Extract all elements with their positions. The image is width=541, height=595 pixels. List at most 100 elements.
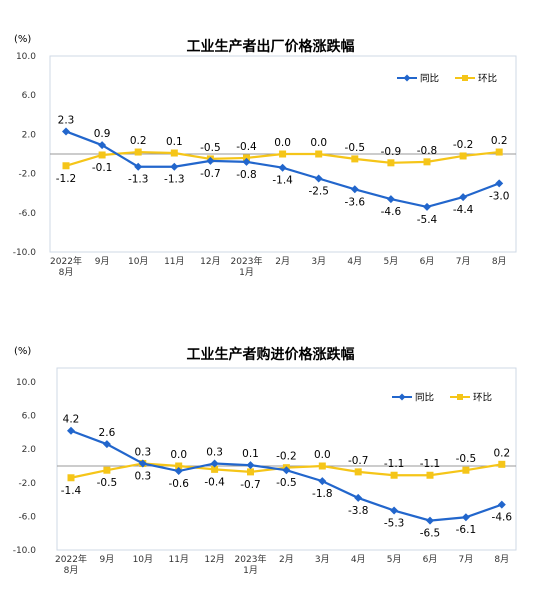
data-point [98, 151, 106, 159]
data-point [67, 426, 75, 435]
data-point [386, 195, 395, 204]
data-label: 0.3 [134, 446, 151, 458]
data-point [459, 193, 468, 202]
data-point [315, 150, 323, 158]
data-point [246, 461, 255, 470]
data-point [495, 148, 503, 156]
data-label: 0.1 [242, 448, 259, 460]
data-label: -0.5 [276, 477, 297, 489]
data-point [318, 477, 327, 486]
plot-frame [56, 367, 517, 551]
x-tick-label: 5月 [384, 256, 399, 267]
data-point [170, 162, 179, 171]
data-label: -0.4 [204, 476, 225, 488]
data-point [354, 468, 362, 476]
data-label: -5.4 [417, 214, 438, 226]
y-tick-label: -2.0 [18, 170, 36, 180]
data-label: -1.3 [164, 174, 185, 186]
x-tick-label: 2023年 1月 [235, 553, 267, 576]
x-tick-label: 2023年 1月 [231, 255, 263, 278]
x-tick-label: 2022年 8月 [50, 255, 82, 278]
data-label: -0.5 [456, 453, 477, 465]
data-point [350, 185, 359, 194]
data-point [62, 127, 70, 136]
x-tick-label: 10月 [133, 554, 153, 565]
y-tick-label: -6.0 [18, 512, 36, 522]
data-label: -0.5 [200, 142, 221, 154]
data-point [390, 506, 399, 515]
data-label: -1.8 [312, 488, 333, 500]
data-label: -0.7 [348, 455, 369, 467]
legend-label: 环比 [473, 392, 492, 404]
data-label: -0.7 [240, 479, 261, 491]
y-tick-label: -10.0 [13, 546, 37, 556]
data-point [318, 462, 326, 470]
data-label: -3.0 [489, 190, 510, 202]
legend-label: 同比 [415, 392, 434, 404]
x-tick-label: 9月 [95, 256, 110, 267]
data-label: 0.0 [314, 449, 331, 461]
data-point [134, 148, 142, 156]
data-label: -0.5 [345, 142, 366, 154]
data-label: -0.7 [200, 168, 221, 180]
data-point [134, 162, 143, 171]
data-label: -3.8 [348, 505, 369, 517]
x-tick-label: 7月 [456, 256, 471, 267]
data-label: -1.2 [56, 173, 77, 185]
data-point [498, 460, 506, 468]
y-tick-label: 10.0 [16, 52, 36, 62]
data-point [354, 493, 363, 502]
x-tick-label: 6月 [423, 554, 438, 565]
chart-title: 工业生产者出厂价格涨跌幅 [186, 39, 355, 55]
x-tick-label: 3月 [315, 554, 330, 565]
data-point [98, 141, 107, 150]
data-point [426, 471, 434, 479]
data-label: -1.4 [61, 485, 82, 497]
x-tick-label: 2022年 8月 [55, 553, 87, 576]
chart-title: 工业生产者购进价格涨跌幅 [186, 347, 355, 363]
data-point [387, 159, 395, 167]
data-point [423, 202, 431, 211]
y-tick-label: -10.0 [13, 248, 37, 258]
data-label: -0.6 [168, 478, 189, 490]
data-label: -6.5 [420, 528, 441, 540]
chart-plot: 10.0 6.0 2.0 -2.0 -6.0 -10.0 2022年 8月 9月 10月 11月 12… [13, 367, 517, 576]
y-tick-label: 10.0 [16, 378, 36, 388]
x-tick-label: 4月 [351, 554, 366, 565]
x-tick-label: 5月 [387, 554, 402, 565]
unit-label: (%) [14, 34, 32, 45]
data-point [67, 474, 75, 482]
legend-marker [462, 75, 468, 81]
data-label: 4.2 [63, 414, 80, 426]
data-point [461, 513, 470, 522]
data-point [279, 150, 287, 158]
data-label: 0.3 [134, 470, 151, 482]
data-point [102, 440, 111, 449]
data-label: 0.1 [166, 136, 183, 148]
data-label: -0.8 [236, 169, 257, 181]
data-point [103, 466, 111, 474]
chart-ppi-purchase: 工业生产者购进价格涨跌幅 (%) 10.0 6.0 2.0 -2.0 -6.0 -10.0… [0, 340, 541, 595]
data-point [282, 466, 291, 475]
data-point [247, 468, 254, 476]
y-tick-label: 6.0 [22, 91, 37, 101]
data-point [462, 466, 470, 474]
x-tick-label: 11月 [164, 256, 184, 267]
data-label: -6.1 [456, 524, 477, 536]
data-point [211, 465, 219, 473]
data-label: -4.4 [453, 204, 474, 216]
x-tick-label: 4月 [347, 256, 362, 267]
data-label: 0.9 [94, 128, 111, 140]
data-label: 2.6 [99, 427, 116, 439]
x-tick-label: 8月 [492, 256, 507, 267]
data-label: -1.1 [384, 458, 405, 470]
legend-marker [457, 394, 463, 400]
data-label: -1.4 [272, 175, 293, 187]
data-label: 0.2 [493, 447, 510, 459]
data-point [426, 516, 434, 525]
data-label: -0.2 [453, 139, 474, 151]
chart-plot: 10.0 6.0 2.0 -2.0 -6.0 -10.0 2022年 8月 9月 10月 11月 12… [13, 52, 517, 278]
data-label: -0.5 [97, 477, 118, 489]
data-point [351, 155, 359, 163]
data-point [175, 462, 183, 470]
